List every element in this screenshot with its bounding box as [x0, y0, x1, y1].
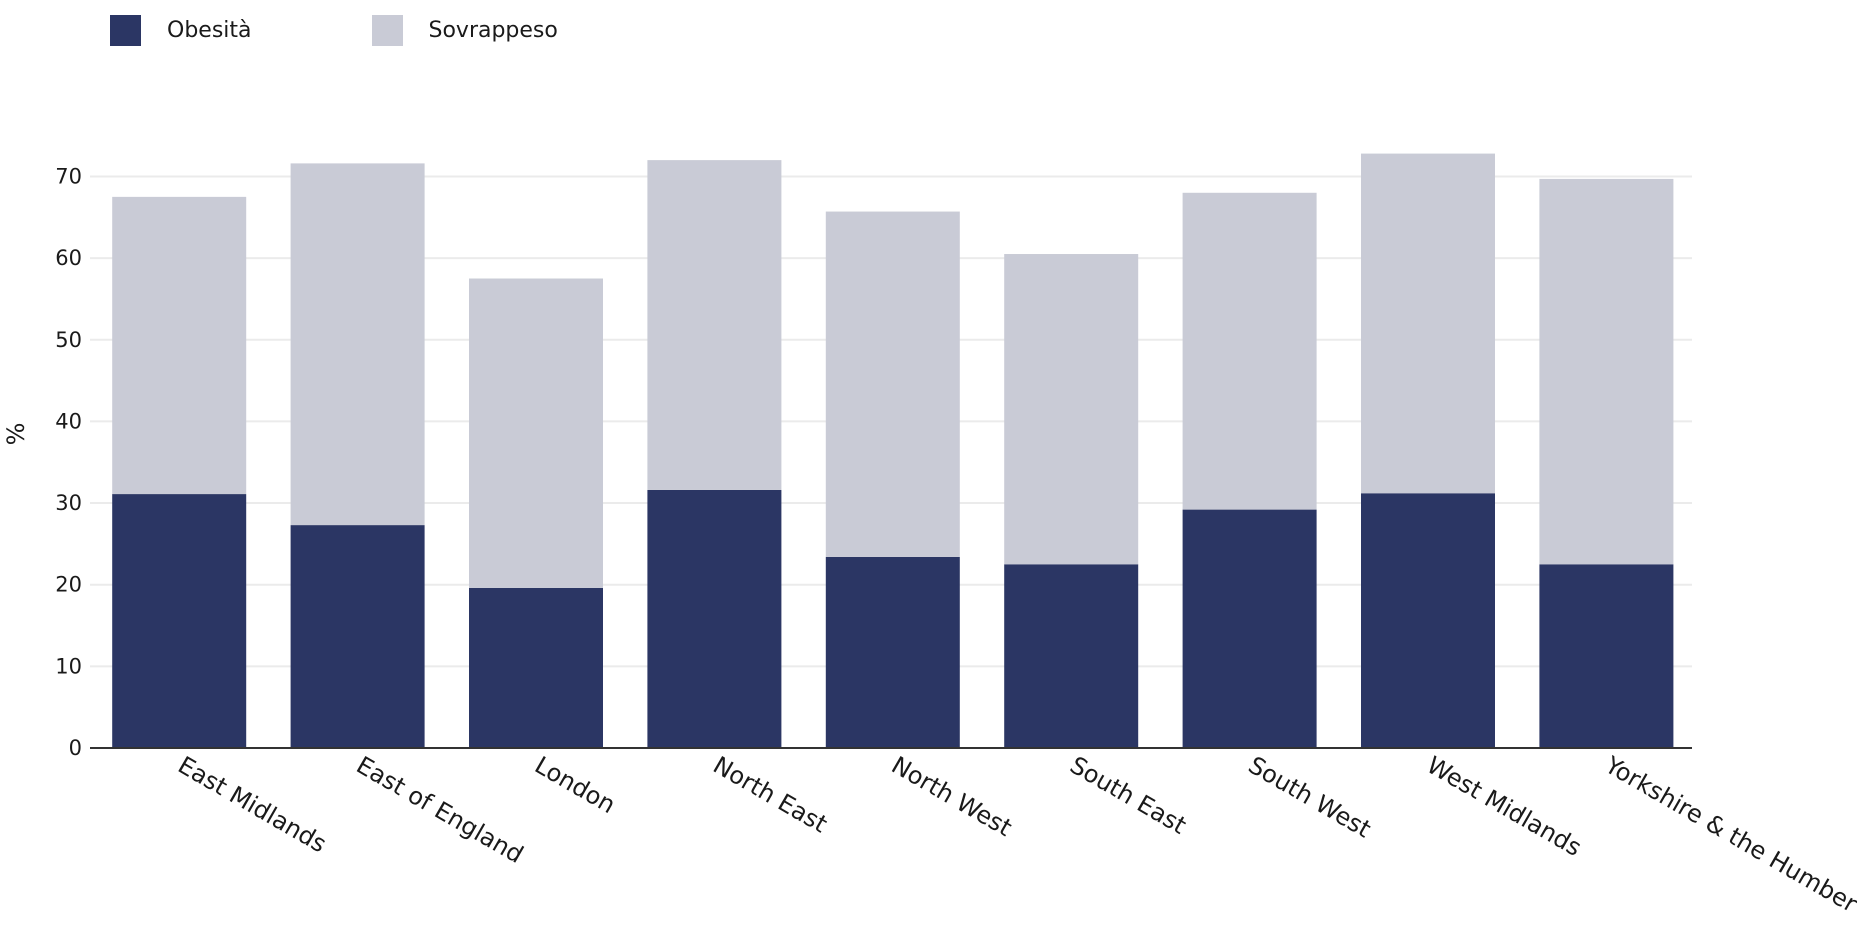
bar-overweight-5 [1004, 254, 1139, 565]
bar-overweight-3 [647, 160, 782, 490]
bar-overweight-0 [112, 196, 247, 495]
x-tick-label-1: East of England [352, 751, 528, 869]
x-tick-label-5: South East [1065, 751, 1191, 840]
bar-obesity-8 [1539, 564, 1674, 748]
bar-obesity-4 [825, 556, 960, 748]
bar-obesity-6 [1182, 509, 1317, 748]
legend-swatch-overweight [371, 14, 403, 46]
bar-overweight-7 [1361, 153, 1495, 494]
x-tick-label-6: South West [1244, 751, 1376, 843]
y-axis-label: % [2, 423, 30, 446]
bar-obesity-1 [290, 525, 425, 748]
x-tick-label-7: West Midlands [1422, 751, 1586, 862]
legend-item-overweight: Sovrappeso [371, 14, 558, 46]
x-tick-labels: East Midlands East of England London North … [173, 750, 1857, 918]
bar-obesity-0 [112, 494, 247, 748]
legend: Obesità Sovrappeso [110, 14, 678, 46]
y-tick-label-50: 50 [55, 328, 82, 352]
bars [112, 153, 1674, 748]
legend-swatch-obesity [110, 14, 141, 46]
y-tick-label-10: 10 [55, 654, 82, 678]
legend-item-obesity: Obesità [110, 14, 252, 46]
y-tick-label-70: 70 [55, 164, 82, 188]
y-tick-label-0: 0 [69, 736, 82, 760]
x-tick-label-3: North East [708, 751, 832, 839]
legend-label-overweight: Sovrappeso [428, 17, 558, 43]
bar-obesity-2 [469, 587, 603, 748]
bar-overweight-4 [825, 211, 960, 557]
bar-overweight-2 [469, 278, 603, 588]
x-tick-label-0: East Midlands [173, 751, 331, 858]
y-tick-labels: 0 10 20 30 40 50 60 70 [55, 164, 82, 760]
bar-obesity-5 [1004, 564, 1139, 748]
bar-overweight-6 [1182, 192, 1317, 510]
bar-obesity-3 [647, 489, 782, 748]
bar-overweight-8 [1539, 178, 1674, 565]
y-tick-label-40: 40 [55, 409, 82, 433]
x-tick-label-4: North West [887, 751, 1017, 842]
bar-obesity-7 [1361, 493, 1495, 748]
y-tick-label-30: 30 [55, 491, 82, 515]
y-tick-label-20: 20 [55, 573, 82, 597]
x-tick-label-8: Yorkshire & the Humber [1600, 750, 1857, 918]
legend-label-obesity: Obesità [167, 17, 252, 43]
y-tick-label-60: 60 [55, 246, 82, 270]
bar-overweight-1 [290, 163, 425, 526]
x-tick-label-2: London [530, 751, 620, 819]
